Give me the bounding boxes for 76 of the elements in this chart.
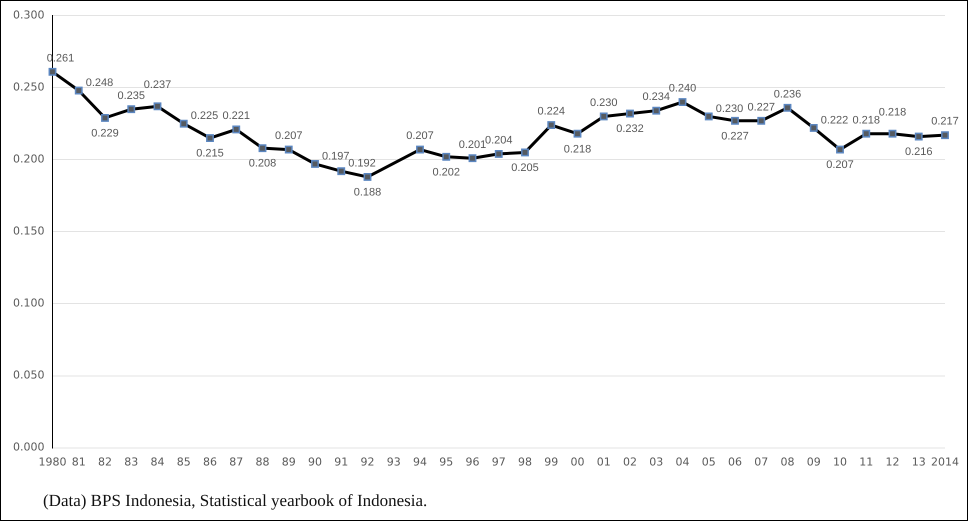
x-tick-label: 88 (255, 455, 270, 468)
x-tick-label: 86 (202, 455, 217, 468)
y-tick-label: 0.250 (12, 80, 44, 94)
data-label: 0.204 (484, 134, 513, 146)
data-label: 0.218 (852, 114, 880, 126)
data-label: 0.207 (406, 130, 434, 142)
x-tick-label: 91 (334, 455, 348, 468)
data-label: 0.216 (904, 146, 933, 158)
data-label: 0.192 (348, 158, 376, 170)
data-label: 0.188 (354, 186, 382, 198)
x-tick-label: 03 (649, 455, 664, 468)
x-tick-label: 90 (308, 455, 322, 468)
y-tick-label: 0.200 (12, 152, 44, 166)
data-label: 0.225 (190, 110, 218, 122)
x-tick-label: 06 (728, 455, 742, 468)
x-tick-label: 02 (622, 455, 637, 468)
data-label: 0.229 (91, 127, 119, 140)
data-label: 0.227 (747, 101, 776, 114)
data-label: 0.234 (642, 91, 670, 104)
data-label: 0.227 (721, 130, 749, 142)
x-tick-label: 04 (675, 455, 690, 468)
data-label: 0.201 (458, 138, 486, 151)
x-tick-label: 85 (176, 455, 191, 468)
x-tick-label: 12 (886, 455, 900, 468)
x-tick-label: 81 (72, 455, 86, 468)
x-tick-label: 2014 (931, 455, 959, 468)
x-tick-label: 93 (386, 455, 401, 468)
data-label: 0.218 (564, 143, 592, 156)
x-tick-label: 95 (439, 455, 454, 468)
x-tick-label: 13 (912, 455, 926, 468)
data-label: 0.230 (590, 96, 618, 109)
x-tick-label: 97 (492, 455, 506, 468)
data-label: 0.207 (274, 130, 303, 142)
x-tick-label: 09 (806, 455, 821, 468)
data-label: 0.224 (537, 106, 566, 118)
x-tick-label: 08 (780, 455, 794, 468)
x-tick-label: 82 (98, 455, 112, 468)
data-label: 0.197 (322, 150, 350, 163)
x-tick-label: 00 (570, 455, 584, 468)
data-label: 0.207 (826, 159, 854, 172)
x-tick-label: 96 (465, 455, 480, 468)
x-tick-label: 1980 (38, 455, 66, 468)
data-label: 0.235 (117, 90, 146, 102)
data-label: 0.237 (144, 78, 172, 91)
x-tick-label: 84 (150, 455, 164, 468)
y-tick-label: 0.300 (12, 8, 44, 22)
x-tick-label: 05 (702, 455, 716, 468)
x-tick-label: 92 (360, 455, 374, 468)
data-label: 0.208 (248, 158, 276, 170)
text: (Data) BPS Indonesia, Statistical yearbook of Indonesia. (43, 491, 428, 511)
x-tick-label: 98 (518, 455, 532, 468)
data-label: 0.230 (716, 102, 744, 115)
data-label: 0.218 (878, 106, 906, 118)
x-tick-label: 89 (282, 455, 296, 468)
x-tick-label: 10 (833, 455, 847, 468)
x-tick-label: 87 (229, 455, 244, 468)
data-label: 0.202 (432, 166, 460, 178)
y-tick-label: 0.000 (12, 440, 44, 454)
y-tick-label: 0.100 (12, 296, 44, 310)
data-label: 0.232 (616, 123, 644, 136)
data-label: 0.217 (931, 116, 959, 128)
data-label: 0.240 (668, 82, 696, 95)
x-tick-label: 94 (412, 455, 427, 468)
data-label: 0.236 (774, 88, 802, 100)
x-tick-label: 99 (544, 455, 558, 468)
y-tick-label: 0.150 (12, 224, 44, 238)
x-tick-label: 01 (596, 455, 611, 468)
x-tick-label: 07 (754, 455, 768, 468)
data-label: 0.205 (511, 162, 539, 174)
y-tick-label: 0.050 (12, 368, 44, 382)
data-label: 0.221 (222, 110, 250, 122)
data-label: 0.248 (86, 77, 114, 90)
data-label: 0.215 (196, 148, 224, 160)
x-tick-label: 83 (124, 455, 138, 468)
x-tick-label: 11 (859, 455, 874, 468)
data-label: 0.222 (820, 114, 848, 127)
